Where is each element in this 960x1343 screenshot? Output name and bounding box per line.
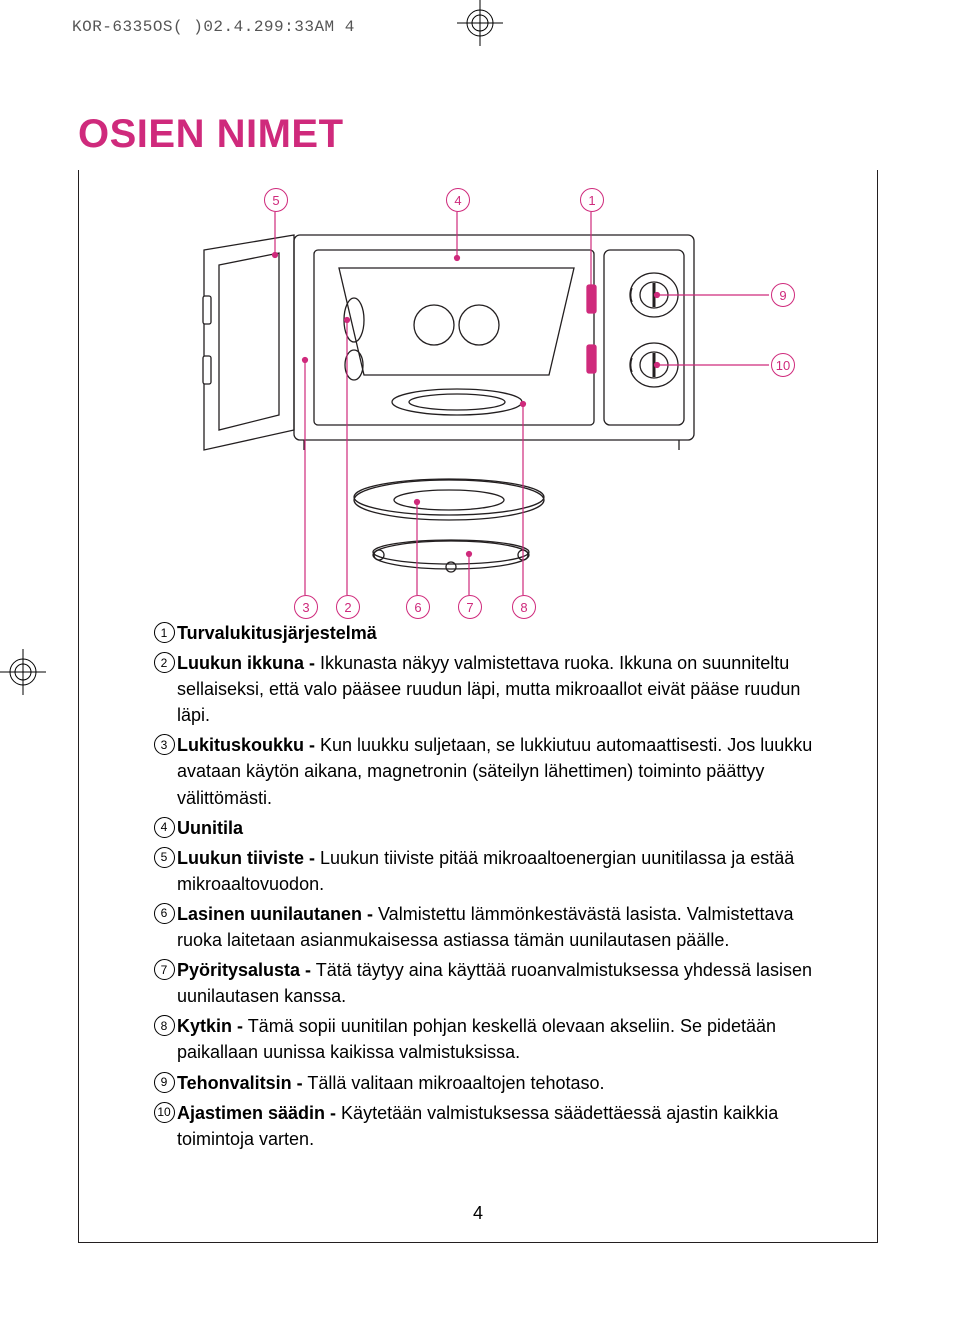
item-text: Kytkin - Tämä sopii uunitilan pohjan kes… [177, 1013, 817, 1065]
list-item: 2Luukun ikkuna - Ikkunasta näkyy valmist… [151, 650, 817, 728]
callout-9: 9 [771, 283, 795, 307]
list-item: 7Pyöritysalusta - Tätä täytyy aina käytt… [151, 957, 817, 1009]
list-item: 3Lukituskoukku - Kun luukku suljetaan, s… [151, 732, 817, 810]
callout-4: 4 [446, 188, 470, 212]
list-item: 6Lasinen uunilautanen - Valmistettu lämm… [151, 901, 817, 953]
page: KOR-6335OS( )02.4.299:33AM 4 OSIEN NIMET [0, 0, 960, 1343]
callout-6: 6 [406, 595, 430, 619]
registration-mark-top [457, 0, 503, 46]
item-text: Luukun tiiviste - Luukun tiiviste pitää … [177, 845, 817, 897]
callout-7: 7 [458, 595, 482, 619]
item-text: Pyöritysalusta - Tätä täytyy aina käyttä… [177, 957, 817, 1009]
registration-mark-left [0, 649, 46, 695]
list-item: 5Luukun tiiviste - Luukun tiiviste pitää… [151, 845, 817, 897]
callout-8: 8 [512, 595, 536, 619]
list-item: 9Tehonvalitsin - Tällä valitaan mikroaal… [151, 1070, 817, 1096]
item-number: 7 [154, 959, 175, 980]
item-number: 3 [154, 734, 175, 755]
callout-5: 5 [264, 188, 288, 212]
item-text: Ajastimen säädin - Käytetään valmistukse… [177, 1100, 817, 1152]
content-frame: 5 4 1 9 10 3 2 6 7 8 1Turvalukitusjärjes… [78, 170, 878, 1243]
item-number: 10 [154, 1102, 175, 1123]
item-number: 6 [154, 903, 175, 924]
page-title: OSIEN NIMET [78, 112, 344, 157]
item-text: Uunitila [177, 815, 817, 841]
item-number: 8 [154, 1015, 175, 1036]
list-item: 8Kytkin - Tämä sopii uunitilan pohjan ke… [151, 1013, 817, 1065]
item-text: Luukun ikkuna - Ikkunasta näkyy valmiste… [177, 650, 817, 728]
item-text: Tehonvalitsin - Tällä valitaan mikroaalt… [177, 1070, 817, 1096]
callout-3: 3 [294, 595, 318, 619]
item-text: Lukituskoukku - Kun luukku suljetaan, se… [177, 732, 817, 810]
item-number: 2 [154, 652, 175, 673]
microwave-diagram: 5 4 1 9 10 3 2 6 7 8 [79, 170, 877, 620]
source-header: KOR-6335OS( )02.4.299:33AM 4 [72, 18, 355, 36]
item-number: 9 [154, 1072, 175, 1093]
callout-1: 1 [580, 188, 604, 212]
list-item: 10Ajastimen säädin - Käytetään valmistuk… [151, 1100, 817, 1152]
page-number: 4 [79, 1203, 877, 1224]
item-number: 4 [154, 817, 175, 838]
list-item: 1Turvalukitusjärjestelmä [151, 620, 817, 646]
parts-list: 1Turvalukitusjärjestelmä 2Luukun ikkuna … [79, 620, 877, 1152]
callout-2: 2 [336, 595, 360, 619]
microwave-svg [79, 170, 879, 620]
item-text: Turvalukitusjärjestelmä [177, 620, 817, 646]
list-item: 4Uunitila [151, 815, 817, 841]
item-number: 5 [154, 847, 175, 868]
callout-10: 10 [771, 353, 795, 377]
item-text: Lasinen uunilautanen - Valmistettu lämmö… [177, 901, 817, 953]
item-number: 1 [154, 622, 175, 643]
